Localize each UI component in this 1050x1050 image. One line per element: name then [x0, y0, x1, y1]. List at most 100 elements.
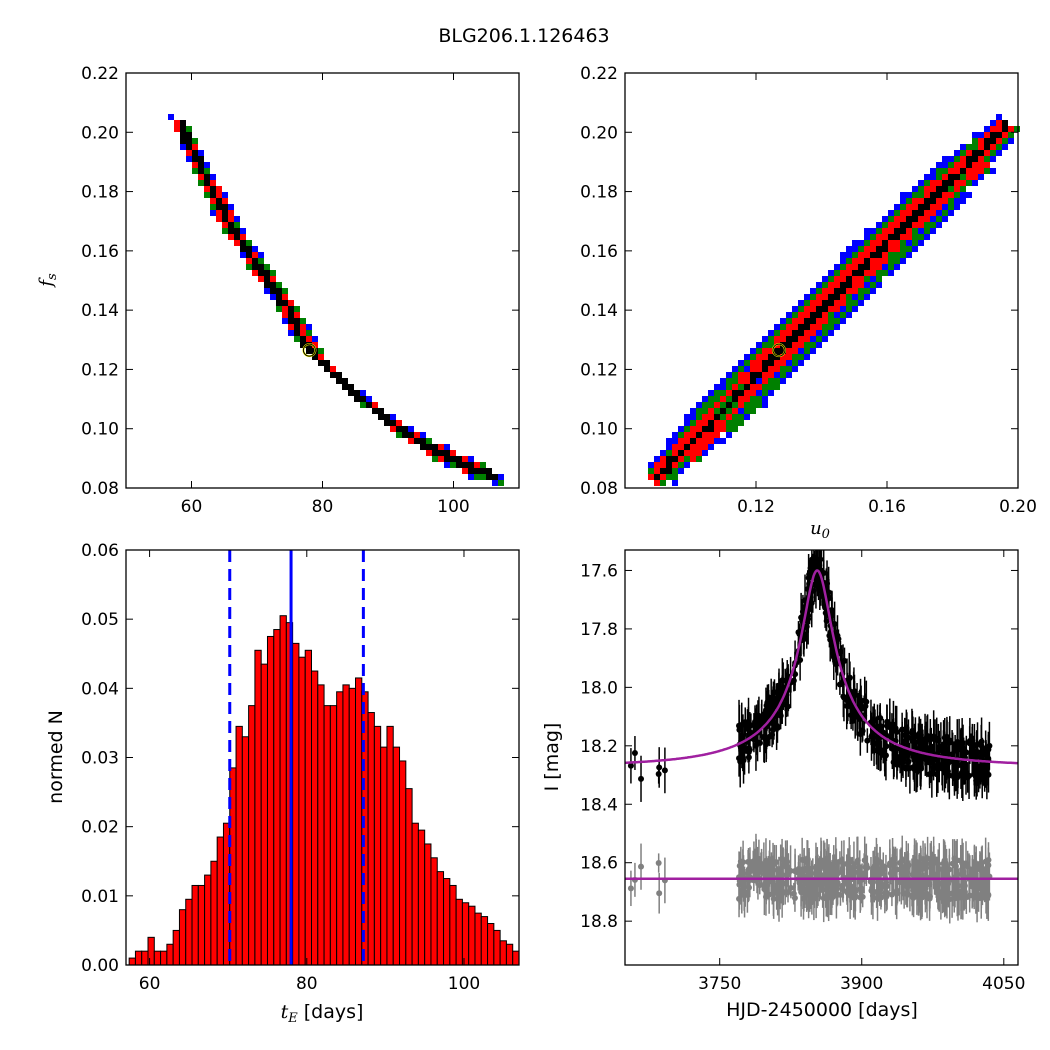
region-1sigma [900, 234, 906, 240]
region-2sigma [852, 252, 858, 258]
region-2sigma [900, 252, 906, 258]
region-2sigma [246, 264, 252, 270]
region-best [804, 318, 810, 324]
region-3sigma [960, 144, 966, 150]
region-best [966, 162, 972, 168]
histogram-bar [241, 736, 250, 966]
region-3sigma [684, 414, 690, 420]
region-3sigma [792, 366, 798, 372]
x-tick-label: 80 [312, 497, 334, 517]
region-3sigma [210, 210, 216, 216]
region-best [192, 150, 198, 156]
histogram-bar [348, 687, 357, 966]
region-best [336, 378, 342, 384]
region-3sigma [816, 282, 822, 288]
region-1sigma [906, 204, 912, 210]
region-2sigma [762, 384, 768, 390]
region-best [228, 228, 234, 234]
histogram-bars [128, 550, 520, 966]
region-1sigma [780, 336, 786, 342]
region-3sigma [900, 192, 906, 198]
region-1sigma [660, 462, 666, 468]
region-2sigma [924, 228, 930, 234]
y-tick-label: 0.08 [580, 479, 618, 499]
region-3sigma [918, 180, 924, 186]
region-3sigma [888, 210, 894, 216]
region-3sigma [816, 342, 822, 348]
histogram-bar [499, 940, 507, 966]
region-1sigma [672, 444, 678, 450]
region-3sigma [738, 360, 744, 366]
region-3sigma [972, 180, 978, 186]
region-1sigma [762, 348, 768, 354]
region-1sigma [930, 210, 936, 216]
region-2sigma [450, 462, 456, 468]
histogram-bar [310, 670, 319, 966]
region-best [288, 312, 294, 318]
y-tick-label: 0.10 [81, 420, 119, 440]
region-1sigma [912, 198, 918, 204]
region-3sigma [846, 312, 852, 318]
region-1sigma [228, 216, 234, 222]
region-best [678, 450, 684, 456]
region-best [342, 384, 348, 390]
region-1sigma [672, 462, 678, 468]
y-tick-label: 0.05 [81, 610, 119, 630]
region-3sigma [930, 228, 936, 234]
region-3sigma [864, 228, 870, 234]
region-best [906, 216, 912, 222]
region-3sigma [894, 264, 900, 270]
region-1sigma [978, 138, 984, 144]
region-3sigma [684, 462, 690, 468]
region-3sigma [264, 288, 270, 294]
histogram-bar [392, 746, 401, 966]
region-2sigma [912, 234, 918, 240]
region-best [456, 462, 462, 468]
region-3sigma [846, 246, 852, 252]
region-1sigma [930, 204, 936, 210]
region-2sigma [732, 420, 738, 426]
region-1sigma [1008, 126, 1014, 132]
region-3sigma [978, 132, 984, 138]
region-2sigma [726, 396, 732, 402]
region-2sigma [768, 384, 774, 390]
region-1sigma [708, 414, 714, 420]
region-best [882, 240, 888, 246]
histogram-bar [204, 874, 212, 966]
region-3sigma [870, 288, 876, 294]
region-1sigma [216, 216, 222, 222]
region-2sigma [798, 354, 804, 360]
region-best [480, 468, 486, 474]
region-1sigma [744, 390, 750, 396]
region-2sigma [792, 354, 798, 360]
region-2sigma [822, 324, 828, 330]
region-1sigma [786, 348, 792, 354]
region-3sigma [852, 306, 858, 312]
region-1sigma [462, 456, 468, 462]
region-best [414, 438, 420, 444]
region-1sigma [828, 282, 834, 288]
region-1sigma [318, 354, 324, 360]
histogram-bar [411, 822, 419, 966]
region-best [918, 204, 924, 210]
region-3sigma [924, 234, 930, 240]
region-3sigma [744, 354, 750, 360]
region-best [942, 186, 948, 192]
region-best [180, 132, 186, 138]
region-2sigma [774, 378, 780, 384]
region-best [270, 282, 276, 288]
region-3sigma [852, 246, 858, 252]
histogram-bar [487, 923, 495, 966]
y-tick-label: 0.00 [81, 956, 119, 976]
region-2sigma [876, 228, 882, 234]
region-3sigma [810, 288, 816, 294]
region-best [918, 210, 924, 216]
region-3sigma [654, 456, 660, 462]
region-3sigma [906, 240, 912, 246]
region-2sigma [186, 126, 192, 132]
region-2sigma [888, 252, 894, 258]
histogram-bar [480, 916, 489, 966]
region-3sigma [978, 174, 984, 180]
region-best [1002, 120, 1008, 126]
region-1sigma [762, 372, 768, 378]
